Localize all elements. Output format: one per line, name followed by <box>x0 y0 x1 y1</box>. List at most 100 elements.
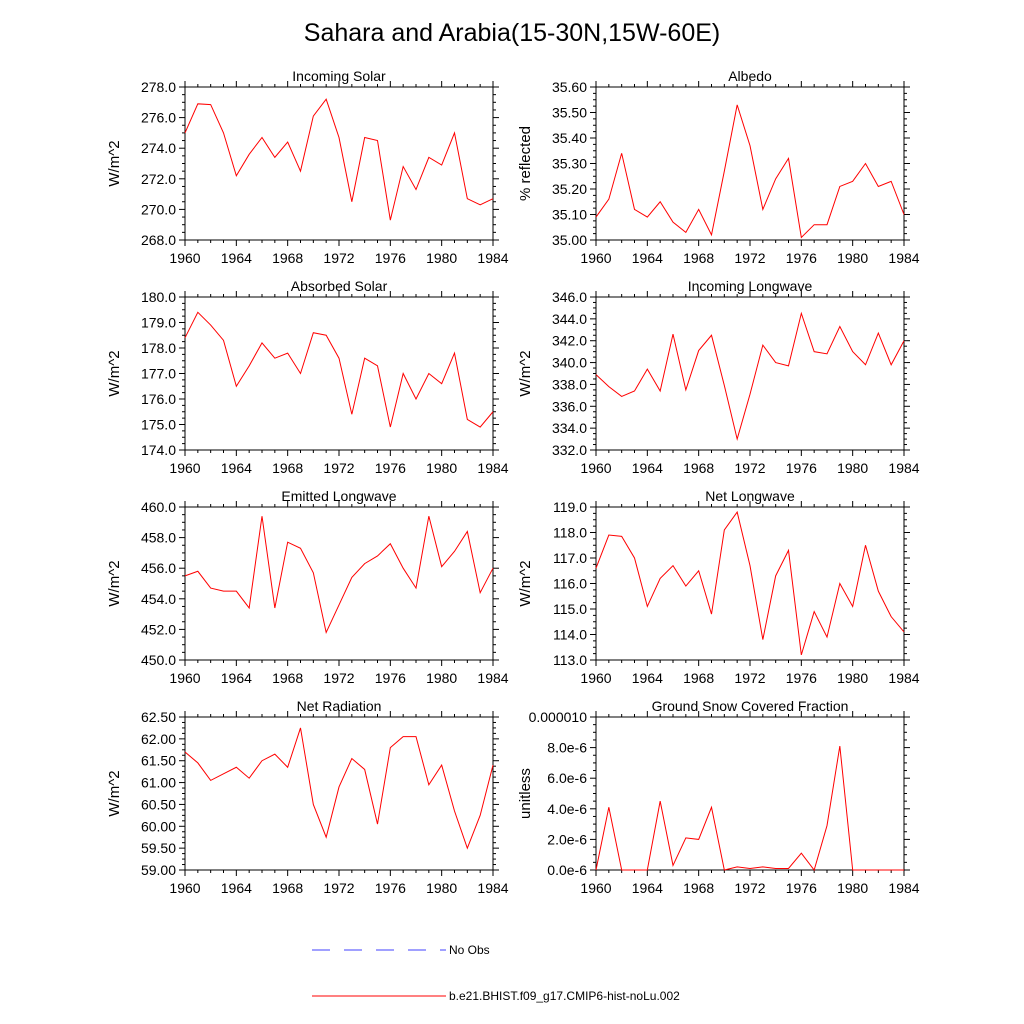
plot-frame <box>595 716 905 871</box>
x-tick-label: 1964 <box>221 880 252 896</box>
x-tick-label: 1972 <box>323 880 354 896</box>
y-axis-label: W/m^2 <box>517 350 534 396</box>
series-line-0 <box>184 98 494 221</box>
series-line-0 <box>184 727 494 850</box>
chart-panel-4: Emitted Longwave W/m^2 450.0 452.0 454.0 456.… <box>106 488 509 686</box>
legend-label-no-obs: No Obs <box>449 943 490 957</box>
x-tick-label: 1980 <box>837 250 868 266</box>
y-tick-label: 346.0 <box>552 289 587 305</box>
x-tick-label: 1980 <box>837 880 868 896</box>
y-tick-label: 278.0 <box>141 79 176 95</box>
y-tick-label: 332.0 <box>552 442 587 458</box>
y-tick-label: 116.0 <box>553 576 587 592</box>
x-tick-label: 1980 <box>426 880 457 896</box>
panel-title: Absorbed Solar <box>291 278 388 294</box>
y-tick-label: 113.0 <box>553 652 587 668</box>
y-axis-label: unitless <box>517 768 534 819</box>
x-tick-label: 1968 <box>683 670 714 686</box>
x-tick-label: 1972 <box>734 250 765 266</box>
x-tick-label: 1960 <box>169 460 200 476</box>
panel-title: Ground Snow Covered Fraction <box>652 698 849 714</box>
y-tick-label: 35.30 <box>552 156 587 172</box>
y-axis-label: % reflected <box>517 126 534 201</box>
y-tick-label: 340.0 <box>552 355 587 371</box>
figure-title: Sahara and Arabia(15-30N,15W-60E) <box>304 19 720 47</box>
y-tick-label: 179.0 <box>141 315 176 331</box>
plot-frame <box>184 716 494 871</box>
series-line-0 <box>595 104 905 239</box>
y-tick-label: 336.0 <box>552 398 587 414</box>
panel-grid: Incoming Solar W/m^2 268.0 270.0 272.0 274.0 2… <box>106 68 920 896</box>
y-axis-label: W/m^2 <box>106 770 123 816</box>
y-tick-label: 338.0 <box>552 376 587 392</box>
y-tick-label: 118.0 <box>553 525 587 541</box>
panel-title: Incoming Solar <box>292 68 386 84</box>
chart-panel-2: Absorbed Solar W/m^2 174.0 175.0 176.0 177.0 1… <box>106 278 509 476</box>
x-tick-label: 1964 <box>221 670 252 686</box>
x-tick-label: 1984 <box>477 670 508 686</box>
x-tick-label: 1972 <box>323 460 354 476</box>
legend: No Obs b.e21.BHIST.f09_g17.CMIP6-hist-no… <box>312 943 680 1003</box>
chart-panel-1: Albedo % reflected 35.00 35.10 35.20 35.30 35.… <box>517 68 920 266</box>
plot-frame <box>595 86 905 241</box>
x-tick-label: 1984 <box>477 250 508 266</box>
y-tick-label: 452.0 <box>141 621 176 637</box>
x-tick-label: 1964 <box>632 880 663 896</box>
x-tick-label: 1984 <box>477 460 508 476</box>
plot-frame <box>595 296 905 451</box>
legend-label-model: b.e21.BHIST.f09_g17.CMIP6-hist-noLu.002 <box>449 989 680 1003</box>
series-line-0 <box>595 311 905 442</box>
x-tick-label: 1984 <box>888 460 919 476</box>
x-tick-label: 1968 <box>272 250 303 266</box>
series-line-0 <box>595 745 904 872</box>
x-tick-label: 1964 <box>632 670 663 686</box>
y-tick-label: 115.0 <box>553 601 587 617</box>
y-tick-label: 344.0 <box>552 311 587 327</box>
y-tick-label: 59.00 <box>141 862 176 878</box>
panel-title: Incoming Longwave <box>688 278 813 294</box>
y-tick-label: 60.50 <box>141 796 176 812</box>
x-tick-label: 1960 <box>580 460 611 476</box>
y-tick-label: 180.0 <box>141 289 176 305</box>
y-tick-label: 35.00 <box>552 232 587 248</box>
y-axis-label: W/m^2 <box>106 350 123 396</box>
y-tick-label: 274.0 <box>141 140 176 156</box>
y-tick-label: 0.0e-6 <box>547 862 587 878</box>
plot-frame <box>184 296 494 451</box>
x-tick-label: 1976 <box>786 880 817 896</box>
y-tick-label: 62.50 <box>141 709 176 725</box>
x-tick-label: 1968 <box>272 880 303 896</box>
x-tick-label: 1976 <box>786 670 817 686</box>
plot-frame <box>184 86 494 241</box>
y-tick-label: 450.0 <box>141 652 176 668</box>
x-tick-label: 1980 <box>426 250 457 266</box>
y-tick-label: 6.0e-6 <box>547 770 587 786</box>
x-tick-label: 1984 <box>888 250 919 266</box>
x-tick-label: 1968 <box>272 670 303 686</box>
y-tick-label: 177.0 <box>141 366 176 382</box>
y-tick-label: 61.50 <box>141 753 176 769</box>
y-tick-label: 35.50 <box>552 105 587 121</box>
y-tick-label: 61.00 <box>141 775 176 791</box>
y-tick-label: 35.10 <box>552 207 587 223</box>
y-tick-label: 35.40 <box>552 130 587 146</box>
y-tick-label: 460.0 <box>141 499 176 515</box>
series-line-0 <box>184 311 494 428</box>
y-tick-label: 59.50 <box>141 840 176 856</box>
x-tick-label: 1972 <box>323 250 354 266</box>
chart-panel-6: Net Radiation W/m^2 59.00 59.50 60.00 60.50 61… <box>106 698 509 896</box>
y-tick-label: 0.000010 <box>529 709 588 725</box>
chart-panel-7: Ground Snow Covered Fraction unitless 0.0e… <box>517 698 920 896</box>
x-tick-label: 1976 <box>375 460 406 476</box>
y-tick-label: 175.0 <box>141 417 176 433</box>
y-tick-label: 2.0e-6 <box>547 831 587 847</box>
x-tick-label: 1964 <box>632 460 663 476</box>
panel-title: Albedo <box>728 68 772 84</box>
x-tick-label: 1976 <box>375 880 406 896</box>
y-tick-label: 268.0 <box>141 232 176 248</box>
x-tick-label: 1972 <box>323 670 354 686</box>
y-tick-label: 272.0 <box>141 171 176 187</box>
y-tick-label: 35.60 <box>552 79 587 95</box>
x-tick-label: 1972 <box>734 460 765 476</box>
x-tick-label: 1960 <box>169 670 200 686</box>
